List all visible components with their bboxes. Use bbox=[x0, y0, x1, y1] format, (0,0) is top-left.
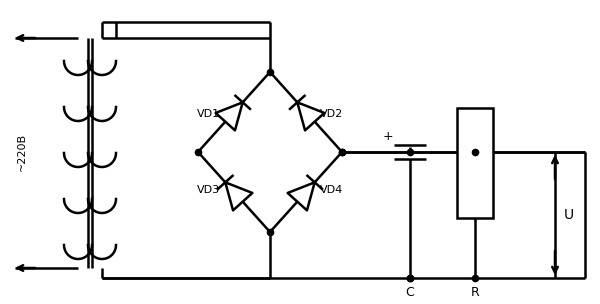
Text: C: C bbox=[406, 285, 415, 299]
Text: U: U bbox=[564, 208, 574, 222]
Text: +: + bbox=[383, 130, 394, 143]
Text: VD2: VD2 bbox=[320, 109, 344, 119]
Text: VD3: VD3 bbox=[196, 185, 220, 195]
Text: VD1: VD1 bbox=[196, 109, 220, 119]
Text: R: R bbox=[470, 285, 479, 299]
Text: ~220B: ~220B bbox=[17, 133, 27, 171]
Bar bbox=[457, 108, 493, 218]
Text: VD4: VD4 bbox=[320, 185, 344, 195]
